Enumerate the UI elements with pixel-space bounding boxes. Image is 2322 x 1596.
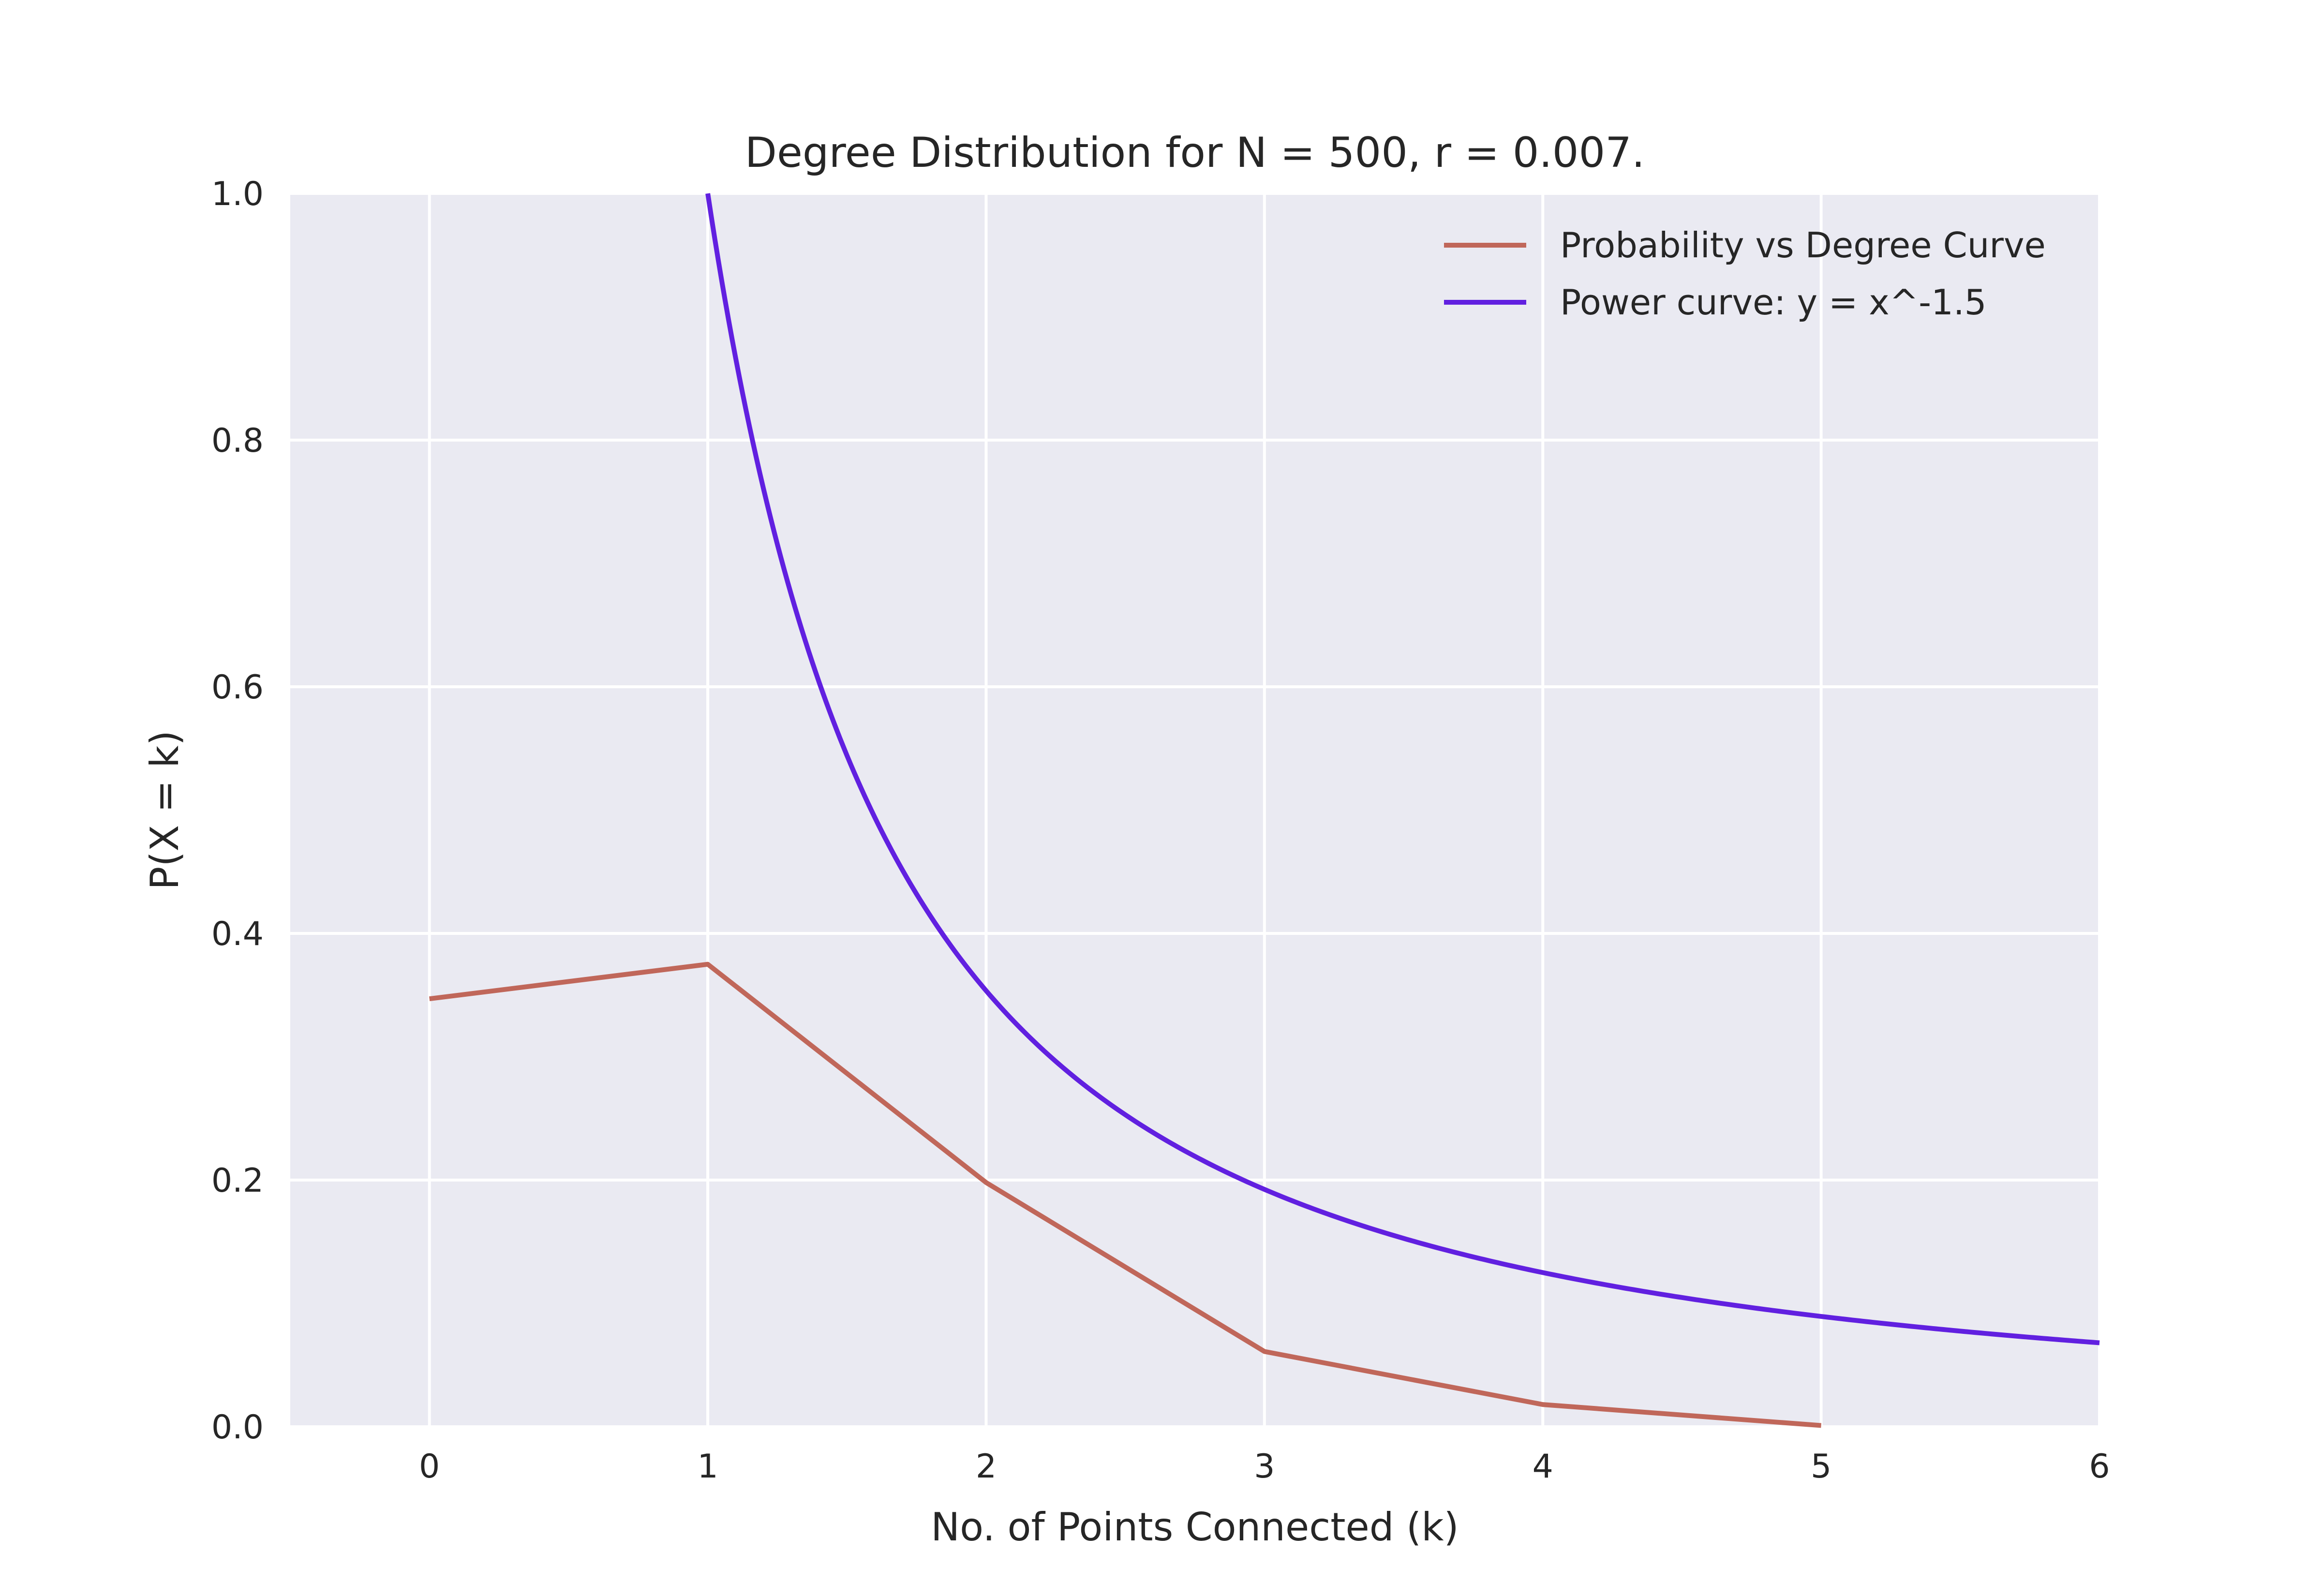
- legend-label-1: Probability vs Degree Curve: [1560, 225, 2046, 266]
- y-tick-label: 0.8: [211, 422, 264, 460]
- y-tick-label: 1.0: [211, 175, 264, 213]
- legend-label-2: Power curve: y = x^-1.5: [1560, 282, 1987, 323]
- x-axis-label: No. of Points Connected (k): [931, 1505, 1459, 1550]
- x-tick-label: 4: [1533, 1448, 1553, 1486]
- x-tick-label: 6: [2089, 1448, 2110, 1486]
- series-line-2: [705, 193, 2100, 1345]
- x-tick-label: 5: [1811, 1448, 1831, 1486]
- chart-title: Degree Distribution for N = 500, r = 0.0…: [745, 129, 1645, 177]
- y-tick-label: 0.2: [211, 1162, 264, 1200]
- y-tick-label: 0.4: [211, 915, 264, 953]
- y-tick-label: 0.0: [211, 1408, 264, 1447]
- x-tick-label: 0: [419, 1448, 440, 1486]
- x-tick-label: 3: [1254, 1448, 1275, 1486]
- series-layer: [429, 193, 2100, 1428]
- y-tick-label: 0.6: [211, 668, 264, 707]
- x-tick-label: 2: [976, 1448, 997, 1486]
- grid: [290, 192, 2101, 1428]
- series-line-1: [429, 961, 1821, 1428]
- plot-background: [290, 193, 2099, 1427]
- y-axis-label: P(X = k): [142, 730, 187, 890]
- legend: Probability vs Degree Curve Power curve: …: [1444, 225, 2046, 323]
- tick-labels: 0 1 2 3 4 5 6 0.0 0.2 0.4 0.6 0.8 1.0: [211, 175, 2110, 1486]
- x-tick-label: 1: [697, 1448, 718, 1486]
